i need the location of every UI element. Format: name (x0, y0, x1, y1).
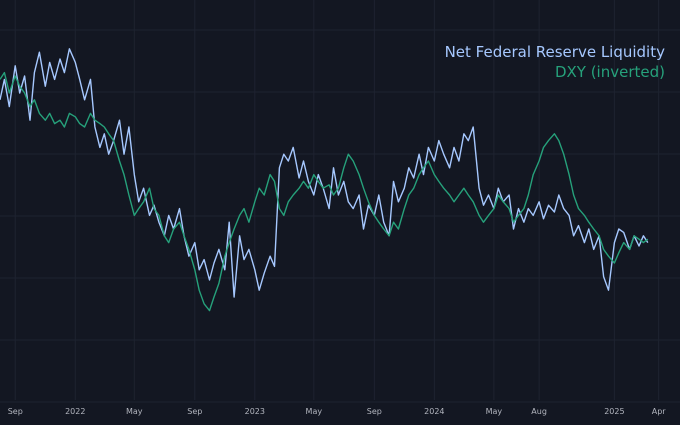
legend-entry-dxy: DXY (inverted) (554, 63, 665, 81)
legend-entry-net-liquidity: Net Federal Reserve Liquidity (444, 43, 665, 61)
x-tick-label: 2023 (245, 407, 265, 416)
x-tick-label: Apr (652, 407, 667, 416)
x-axis: Sep 2022 May Sep 2023 May Sep 2024 May Aug 2025 Apr (8, 407, 667, 416)
x-tick-label: May (306, 407, 323, 416)
x-tick-label: Sep (187, 407, 202, 416)
legend: Net Federal Reserve Liquidity DXY (inver… (445, 42, 665, 82)
x-tick-label: Aug (531, 407, 547, 416)
x-tick-label: May (486, 407, 503, 416)
series-line-dxy (0, 71, 649, 312)
series-layer (0, 48, 649, 312)
x-tick-label: Sep (8, 407, 23, 416)
x-tick-label: 2022 (65, 407, 85, 416)
x-tick-label: May (126, 407, 143, 416)
x-tick-label: 2024 (424, 407, 444, 416)
grid (0, 0, 680, 403)
x-tick-label: 2025 (604, 407, 624, 416)
series-line-net-liquidity (0, 48, 649, 298)
x-tick-label: Sep (367, 407, 382, 416)
